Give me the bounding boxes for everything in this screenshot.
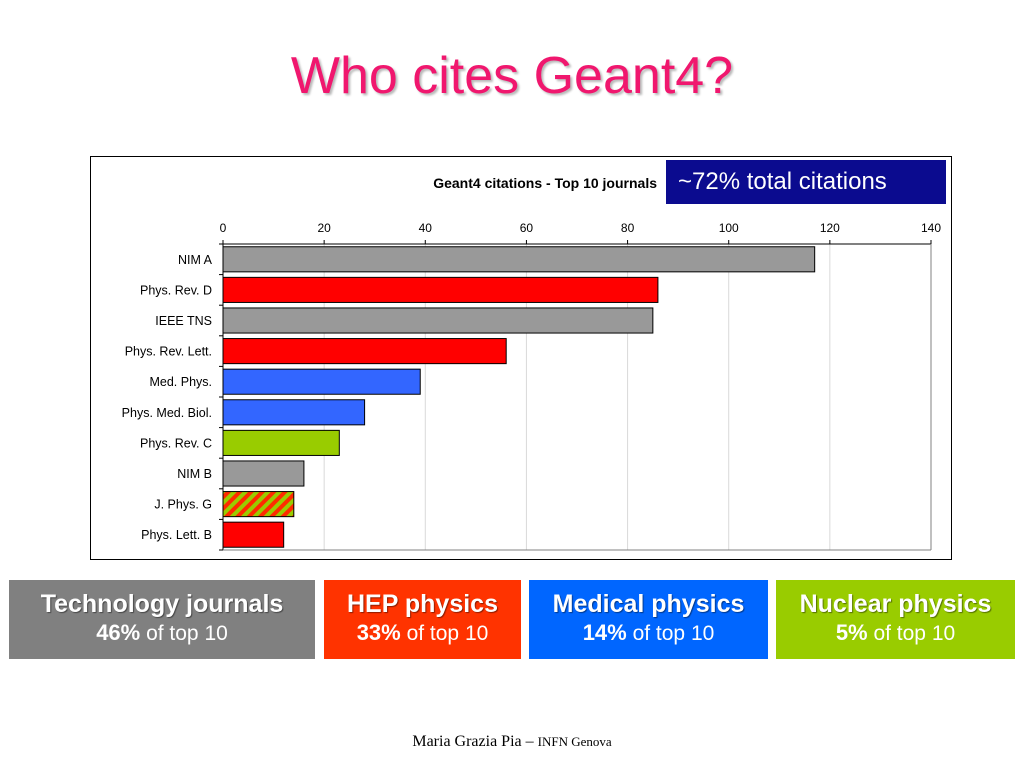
- category-box-hep: HEP physics 33% of top 10: [324, 580, 521, 659]
- bar: [222, 491, 295, 518]
- category-label: Phys. Rev. D: [140, 283, 212, 297]
- x-tick-label: 0: [220, 221, 227, 235]
- footer-author: Maria Grazia Pia: [412, 733, 522, 750]
- category-label: J. Phys. G: [154, 498, 212, 512]
- category-percent: 5%: [835, 620, 868, 645]
- category-title: Medical physics: [552, 590, 745, 618]
- bar: [222, 399, 366, 426]
- category-box-medical: Medical physics 14% of top 10: [529, 580, 768, 659]
- bar: [222, 460, 305, 487]
- chart-title: Geant4 citations - Top 10 journals: [433, 175, 657, 191]
- footer: Maria Grazia Pia – INFN Genova: [0, 733, 1024, 751]
- x-tick-label: 20: [317, 221, 331, 235]
- bar: [222, 246, 816, 273]
- category-label: NIM A: [178, 253, 213, 267]
- x-tick-label: 80: [621, 221, 635, 235]
- x-tick-label: 60: [520, 221, 534, 235]
- slide-title: Who cites Geant4?: [290, 47, 734, 105]
- category-percent: 14%: [582, 620, 627, 645]
- category-percent: 46%: [96, 620, 141, 645]
- category-label: Phys. Lett. B: [141, 528, 212, 542]
- category-suffix: of top 10: [626, 622, 715, 645]
- bar: [222, 307, 654, 334]
- bar: [222, 368, 421, 395]
- category-box-technology: Technology journals 46% of top 10: [9, 580, 315, 659]
- footer-separator: –: [521, 733, 538, 750]
- category-title: Technology journals: [40, 590, 284, 618]
- bar: [222, 338, 507, 365]
- x-tick-label: 100: [719, 221, 739, 235]
- category-label: NIM B: [177, 467, 212, 481]
- category-suffix: of top 10: [867, 622, 956, 645]
- total-citations-callout: ~72% total citations: [666, 160, 946, 204]
- footer-affiliation: INFN Genova: [537, 734, 612, 749]
- category-suffix: of top 10: [400, 622, 489, 645]
- bar: [222, 521, 285, 548]
- bar: [222, 276, 659, 303]
- chart-frame: Geant4 citations - Top 10 journals 0 20 40 6…: [90, 156, 952, 560]
- category-suffix: of top 10: [140, 622, 228, 645]
- category-box-nuclear: Nuclear physics 5% of top 10: [776, 580, 1015, 659]
- x-tick-label: 40: [419, 221, 433, 235]
- category-label: Phys. Rev. Lett.: [125, 345, 212, 359]
- category-label: IEEE TNS: [155, 314, 212, 328]
- category-title: HEP physics: [346, 590, 498, 618]
- category-label: Med. Phys.: [149, 375, 212, 389]
- category-label: Phys. Med. Biol.: [122, 406, 212, 420]
- category-label: Phys. Rev. C: [140, 436, 212, 450]
- citations-bar-chart: Geant4 citations - Top 10 journals 0 20 40 6…: [122, 175, 941, 551]
- x-tick-label: 120: [820, 221, 840, 235]
- category-title: Nuclear physics: [799, 590, 992, 618]
- category-percent: 33%: [356, 620, 401, 645]
- bar: [222, 429, 340, 456]
- x-tick-label: 140: [921, 221, 941, 235]
